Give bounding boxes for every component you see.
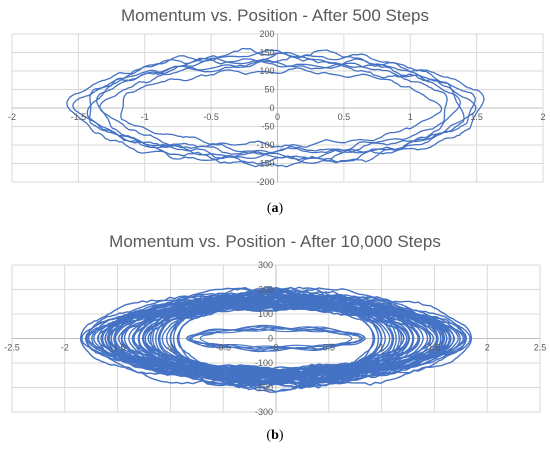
chart-b-orbit-line [113, 286, 439, 390]
chart-b-y-tick-label: 300 [258, 260, 273, 270]
chart-a-x-tick-label: -0.5 [203, 112, 219, 122]
chart-b-orbit-line [100, 302, 452, 374]
chart-a-x-tick-label: 0 [275, 112, 280, 122]
chart-a-x-tick-label: 1 [408, 112, 413, 122]
chart-b-x-tick-label: -2 [61, 343, 69, 353]
chart-title-a: Momentum vs. Position - After 500 Steps [120, 6, 430, 25]
chart-b-x-tick-label: -0.5 [215, 343, 231, 353]
chart-b-inner-loop [189, 327, 363, 350]
chart-title-b: Momentum vs. Position - After 10,000 Ste… [109, 232, 441, 251]
chart-b-y-tick-label: -100 [255, 358, 273, 368]
chart-b-inner-loop [188, 328, 364, 349]
chart-a-x-tick-label: -1 [141, 112, 149, 122]
chart-a-y-tick-label: 150 [259, 48, 274, 58]
chart-a-y-tick-label: -100 [256, 140, 274, 150]
chart-a-y-tick-label: -150 [256, 159, 274, 169]
chart-b-y-tick-label: 200 [258, 285, 273, 295]
caption-b-letter: b [271, 428, 279, 443]
chart-b-x-tick-label: -2.5 [4, 343, 20, 353]
chart-a-orbit-line [72, 58, 476, 155]
panel-b: Momentum vs. Position - After 10,000 Ste… [0, 225, 550, 450]
chart-a-x-tick-label: 1.5 [470, 112, 483, 122]
chart-a-y-tick-label: 100 [259, 66, 274, 76]
chart-b-y-tick-label: 100 [258, 309, 273, 319]
chart-a-y-tick-label: -200 [256, 177, 274, 187]
chart-b-y-tick-label: -300 [255, 407, 273, 417]
chart-b-y-tick-label: 0 [268, 334, 273, 344]
chart-b-x-tick-label: 1 [379, 343, 384, 353]
chart-a-orbit-line [120, 67, 443, 148]
panel-a: Momentum vs. Position - After 500 Steps … [8, 6, 546, 216]
chart-a-y-tick-label: 0 [269, 103, 274, 113]
chart-b-orbit-line [79, 287, 472, 393]
chart-b-orbit-line [157, 291, 395, 386]
chart-a-orbit-line [66, 49, 485, 165]
chart-b-inner-loop [199, 326, 353, 350]
chart-b-x-tick-label: 2.5 [534, 343, 547, 353]
chart-a-y-tick-label: 50 [264, 85, 274, 95]
chart-a-orbit-line [89, 55, 477, 160]
chart-b-x-tick-label: 0 [273, 343, 278, 353]
chart-b-orbit-line [110, 289, 442, 388]
chart-b: -2.5 -2 -1.5 -1 -0.5 0 0.5 1 1.5 2 2.5 -300 -200 -100… [4, 260, 547, 417]
chart-b-orbit-line [91, 294, 461, 382]
chart-a-x-tick-label: 0.5 [338, 112, 351, 122]
chart-a-x-tick-label: -2 [8, 112, 16, 122]
caption-b: (b) [266, 428, 284, 443]
chart-b-inner-loop [191, 325, 361, 352]
chart-b-x-tick-label: 2 [485, 343, 490, 353]
chart-b-x-tick-label: 0.5 [323, 343, 336, 353]
chart-b-x-tick-label: 1.5 [428, 343, 441, 353]
chart-b-inner-loop [186, 324, 366, 353]
chart-a-y-tick-label: 200 [259, 30, 274, 39]
chart-a-x-tick-label: -1.5 [71, 112, 87, 122]
chart-a-orbit-line [95, 52, 461, 161]
caption-a: (a) [266, 201, 284, 216]
chart-b-x-tick-label: -1 [166, 343, 174, 353]
caption-a-letter: a [271, 201, 279, 216]
chart-a-y-tick-label: -50 [261, 122, 274, 132]
chart-b-y-tick-label: -200 [255, 383, 273, 393]
chart-a: -2 -1.5 -1 -0.5 0 0.5 1 1.5 2-200-150-100-500501… [8, 30, 546, 187]
chart-b-x-tick-label: -1.5 [110, 343, 126, 353]
chart-a-x-tick-label: 2 [540, 112, 545, 122]
